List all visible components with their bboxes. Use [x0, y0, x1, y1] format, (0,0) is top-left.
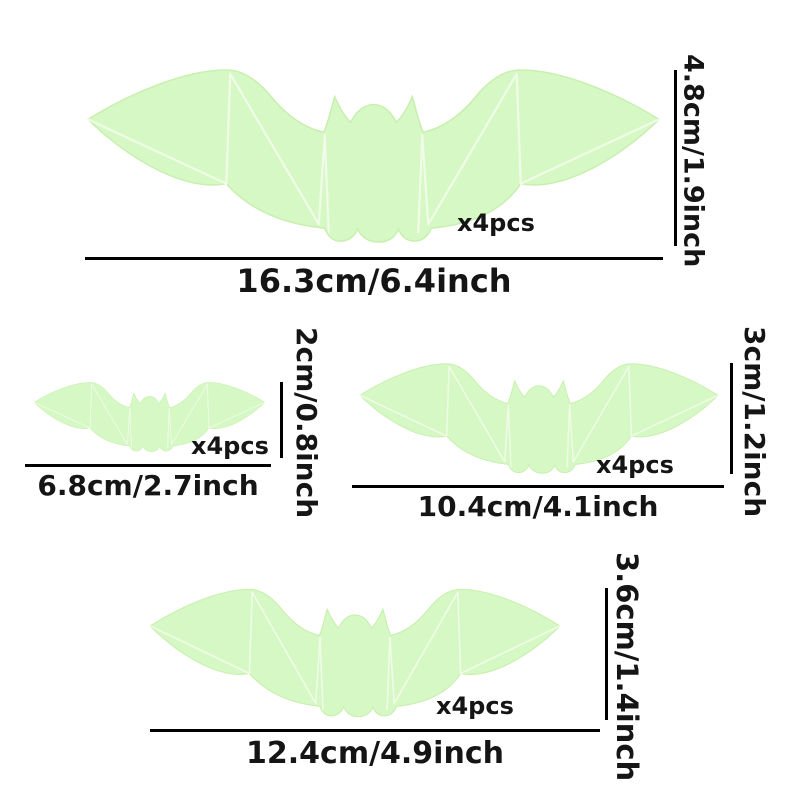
height-dimension-line — [605, 588, 608, 720]
width-dimension-line — [352, 485, 724, 488]
width-label: 6.8cm/2.7inch — [37, 469, 259, 502]
height-dimension-line — [674, 70, 677, 246]
width-dimension-line — [25, 464, 271, 467]
height-dimension-line — [730, 363, 733, 474]
width-dimension-line — [85, 257, 663, 260]
height-label: 3.6cm/1.4inch — [609, 552, 644, 782]
quantity-label: x4pcs — [436, 692, 514, 720]
width-label: 16.3cm/6.4inch — [236, 262, 512, 300]
quantity-label: x4pcs — [596, 451, 674, 479]
width-label: 10.4cm/4.1inch — [417, 490, 659, 523]
bat-sticker-large — [86, 68, 661, 244]
width-label: 12.4cm/4.9inch — [246, 736, 504, 771]
height-label: 2cm/0.8inch — [289, 327, 323, 519]
width-dimension-line — [150, 729, 600, 732]
quantity-label: x4pcs — [457, 209, 535, 237]
height-label: 3cm/1.2inch — [737, 326, 771, 518]
height-label: 4.8cm/1.9inch — [677, 54, 709, 268]
quantity-label: x4pcs — [191, 432, 269, 460]
height-dimension-line — [280, 382, 283, 458]
